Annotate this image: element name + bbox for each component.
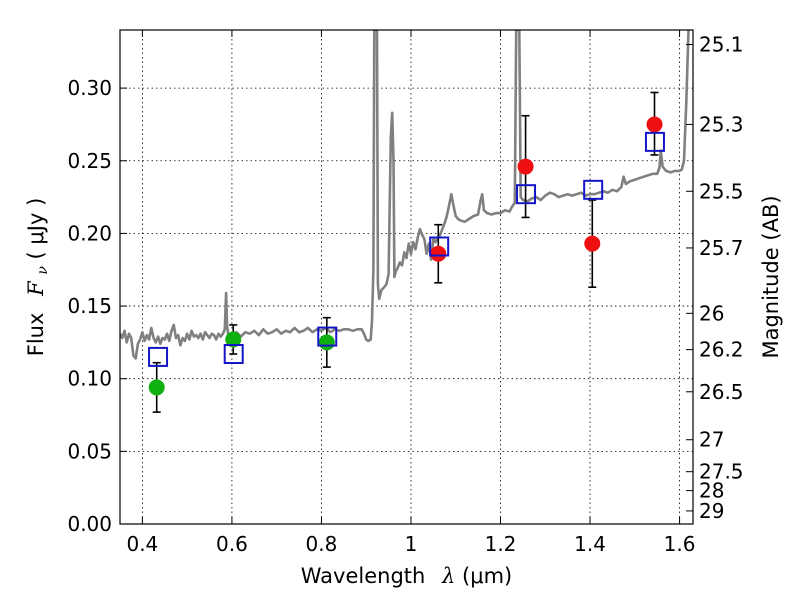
axis-ticks: 0.4 0.6 0.8 1 1.2 1.4 1.6 0.00 0.05 0.10 0.15 0.20 0… bbox=[67, 30, 744, 556]
model-flux-square bbox=[317, 326, 338, 347]
y2-tick-label: 26 bbox=[699, 301, 724, 325]
y2-tick-label: 26.2 bbox=[699, 338, 744, 362]
y-tick-label: 0.30 bbox=[67, 76, 112, 100]
markers-layer bbox=[148, 116, 665, 396]
x-tick-label: 1.6 bbox=[664, 532, 696, 556]
model-flux-square bbox=[644, 131, 665, 152]
y-axis-label-symbol: F bbox=[24, 280, 48, 297]
y-tick-label: 0.00 bbox=[67, 512, 112, 536]
y-tick-label: 0.05 bbox=[67, 439, 112, 463]
photometry-point bbox=[225, 331, 242, 348]
template-spectrum-line bbox=[120, 30, 690, 360]
plot-frame bbox=[119, 29, 694, 525]
grid-lines bbox=[120, 30, 693, 525]
photometry-point bbox=[148, 379, 165, 396]
model-flux-square bbox=[429, 236, 450, 257]
y2-tick-label: 26.5 bbox=[699, 380, 744, 404]
model-flux-square bbox=[148, 346, 169, 367]
model-flux-square bbox=[583, 179, 604, 200]
x-tick-label: 0.8 bbox=[306, 532, 338, 556]
template-spectrum-layer bbox=[120, 30, 690, 360]
photometry-point bbox=[430, 245, 447, 262]
y2-tick-label: 25.3 bbox=[699, 112, 744, 136]
y-tick-label: 0.25 bbox=[67, 149, 112, 173]
y-tick-label: 0.20 bbox=[67, 221, 112, 245]
y2-tick-label: 25.5 bbox=[699, 179, 744, 203]
x-tick-label: 1.2 bbox=[485, 532, 517, 556]
photometry-point bbox=[318, 334, 335, 351]
y2-tick-label: 25.7 bbox=[699, 236, 744, 260]
y-axis-label: Flux F ν ( μJy ) bbox=[24, 198, 52, 357]
x-tick-label: 0.6 bbox=[216, 532, 248, 556]
y2-tick-label: 29 bbox=[699, 499, 724, 523]
y-tick-label: 0.15 bbox=[67, 294, 112, 318]
x-tick-label: 1.4 bbox=[574, 532, 606, 556]
y-axis-label-subscript: ν bbox=[35, 266, 51, 275]
photometry-point bbox=[517, 158, 534, 175]
y-tick-label: 0.10 bbox=[67, 367, 112, 391]
y2-tick-label: 27.5 bbox=[699, 460, 744, 484]
x-axis-label-text: Wavelength bbox=[301, 564, 426, 588]
x-axis-label-unit: (μm) bbox=[462, 564, 512, 588]
x-tick-label: 0.4 bbox=[126, 532, 158, 556]
y2-axis-label: Magnitude (AB) bbox=[759, 195, 783, 358]
x-tick-label: 1 bbox=[405, 532, 418, 556]
y-axis-label-unit: ( μJy ) bbox=[24, 198, 48, 260]
model-flux-square bbox=[223, 344, 244, 365]
y2-tick-label: 25.1 bbox=[699, 33, 744, 57]
x-axis-label: Wavelength λ (μm) bbox=[301, 564, 512, 588]
model-flux-square bbox=[516, 184, 537, 205]
photometry-point bbox=[646, 116, 663, 133]
y2-tick-label: 27 bbox=[699, 428, 724, 452]
photometry-point bbox=[584, 235, 601, 252]
y-axis-label-text: Flux bbox=[24, 313, 48, 357]
x-axis-label-symbol: λ bbox=[441, 564, 455, 588]
y2-tick-label: 28 bbox=[699, 479, 724, 503]
